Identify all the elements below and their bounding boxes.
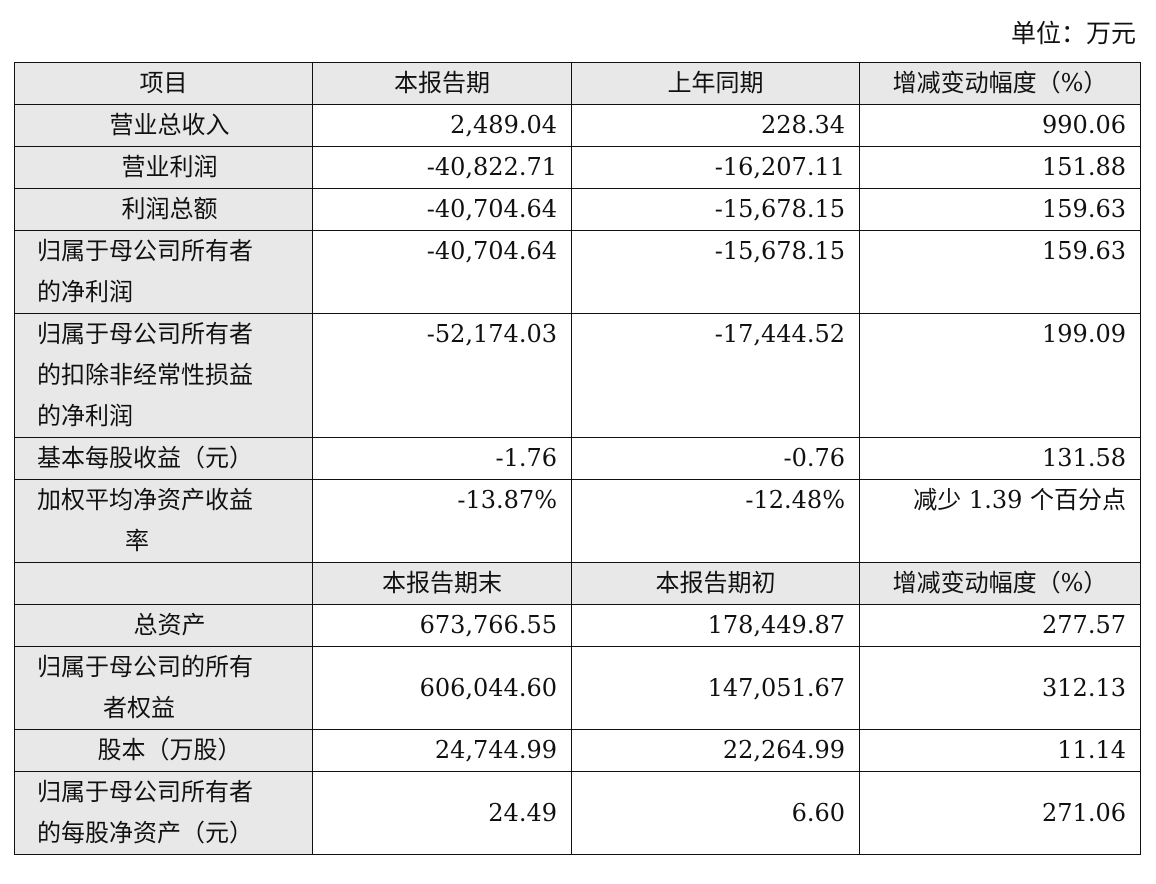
table-row: 归属于母公司所有者 的每股净资产（元） 24.49 6.60 271.06 <box>14 771 1141 855</box>
header-change-pct: 增减变动幅度（%） <box>859 62 1141 105</box>
table-row: 总资产 673,766.55 178,449.87 277.57 <box>14 604 1141 647</box>
row-label: 归属于母公司所有者 的扣除非经常性损益 的净利润 <box>14 313 313 438</box>
header-period-start: 本报告期初 <box>571 562 860 605</box>
row-label: 总资产 <box>14 604 313 647</box>
cell-prior: 22,264.99 <box>571 729 860 772</box>
cell-prior: -17,444.52 <box>571 313 860 438</box>
table-header-row: 项目 本报告期 上年同期 增减变动幅度（%） <box>14 62 1141 105</box>
cell-change: 11.14 <box>859 729 1141 772</box>
unit-label: 单位：万元 <box>1010 19 1136 48</box>
row-label: 归属于母公司所有者 的净利润 <box>14 230 313 314</box>
cell-current: -52,174.03 <box>312 313 572 438</box>
table-row: 营业利润 -40,822.71 -16,207.11 151.88 <box>14 146 1141 189</box>
row-label-line: 归属于母公司的所有 <box>37 653 253 681</box>
row-label-line: 的净利润 <box>37 402 133 430</box>
cell-change: 159.63 <box>859 188 1141 231</box>
row-label-line: 的扣除非经常性损益 <box>37 361 253 389</box>
cell-prior: -15,678.15 <box>571 230 860 314</box>
row-label-line: 归属于母公司所有者 <box>37 320 253 348</box>
cell-current: -13.87% <box>312 479 572 563</box>
row-label-line: 者权益 <box>103 694 175 722</box>
table-row: 归属于母公司所有者 的净利润 -40,704.64 -15,678.15 159.… <box>14 230 1141 314</box>
financial-summary-table: 项目 本报告期 上年同期 增减变动幅度（%） 营业总收入 2,489.04 22… <box>14 62 1141 855</box>
row-label-line: 的每股净资产（元） <box>37 819 253 847</box>
cell-prior: 178,449.87 <box>571 604 860 647</box>
table-row: 营业总收入 2,489.04 228.34 990.06 <box>14 104 1141 147</box>
cell-current: 606,044.60 <box>312 646 572 730</box>
cell-prior: -16,207.11 <box>571 146 860 189</box>
cell-current: 2,489.04 <box>312 104 572 147</box>
header-change-pct: 增减变动幅度（%） <box>859 562 1141 605</box>
cell-change: 减少 1.39 个百分点 <box>859 479 1141 563</box>
cell-prior: 6.60 <box>571 771 860 855</box>
row-label-line: 归属于母公司所有者 <box>37 778 253 806</box>
cell-current: -40,704.64 <box>312 230 572 314</box>
row-label-line: 归属于母公司所有者 <box>37 237 253 265</box>
cell-current: 24,744.99 <box>312 729 572 772</box>
row-label: 营业利润 <box>14 146 313 189</box>
row-label: 股本（万股） <box>14 729 313 772</box>
cell-current: 673,766.55 <box>312 604 572 647</box>
cell-current: -40,822.71 <box>312 146 572 189</box>
cell-prior: -12.48% <box>571 479 860 563</box>
header-period-end: 本报告期末 <box>312 562 572 605</box>
row-label: 加权平均净资产收益率 <box>14 479 313 563</box>
row-label: 利润总额 <box>14 188 313 231</box>
table-row: 归属于母公司所有者 的扣除非经常性损益 的净利润 -52,174.03 -17,44… <box>14 313 1141 438</box>
table-row: 基本每股收益（元） -1.76 -0.76 131.58 <box>14 437 1141 480</box>
cell-current: -40,704.64 <box>312 188 572 231</box>
table-header-row: 本报告期末 本报告期初 增减变动幅度（%） <box>14 562 1141 605</box>
table-row: 归属于母公司的所有者权益 606,044.60 147,051.67 312.1… <box>14 646 1141 730</box>
row-label-line: 的净利润 <box>37 278 133 306</box>
cell-current: -1.76 <box>312 437 572 480</box>
row-label: 归属于母公司的所有者权益 <box>14 646 313 730</box>
cell-prior: -15,678.15 <box>571 188 860 231</box>
cell-prior: -0.76 <box>571 437 860 480</box>
row-label: 归属于母公司所有者 的每股净资产（元） <box>14 771 313 855</box>
row-label-line: 率 <box>125 527 149 555</box>
cell-change: 151.88 <box>859 146 1141 189</box>
header-item: 项目 <box>14 62 313 105</box>
header-current-period: 本报告期 <box>312 62 572 105</box>
cell-change: 131.58 <box>859 437 1141 480</box>
table-row: 加权平均净资产收益率 -13.87% -12.48% 减少 1.39 个百分点 <box>14 479 1141 563</box>
row-label: 营业总收入 <box>14 104 313 147</box>
table-row: 股本（万股） 24,744.99 22,264.99 11.14 <box>14 729 1141 772</box>
header-item <box>14 562 313 605</box>
cell-change: 159.63 <box>859 230 1141 314</box>
row-label: 基本每股收益（元） <box>14 437 313 480</box>
cell-change: 199.09 <box>859 313 1141 438</box>
header-prior-period: 上年同期 <box>571 62 860 105</box>
row-label-line: 加权平均净资产收益 <box>37 486 253 514</box>
cell-prior: 147,051.67 <box>571 646 860 730</box>
cell-prior: 228.34 <box>571 104 860 147</box>
cell-current: 24.49 <box>312 771 572 855</box>
cell-change: 990.06 <box>859 104 1141 147</box>
cell-change: 312.13 <box>859 646 1141 730</box>
cell-change: 271.06 <box>859 771 1141 855</box>
table-row: 利润总额 -40,704.64 -15,678.15 159.63 <box>14 188 1141 231</box>
cell-change: 277.57 <box>859 604 1141 647</box>
